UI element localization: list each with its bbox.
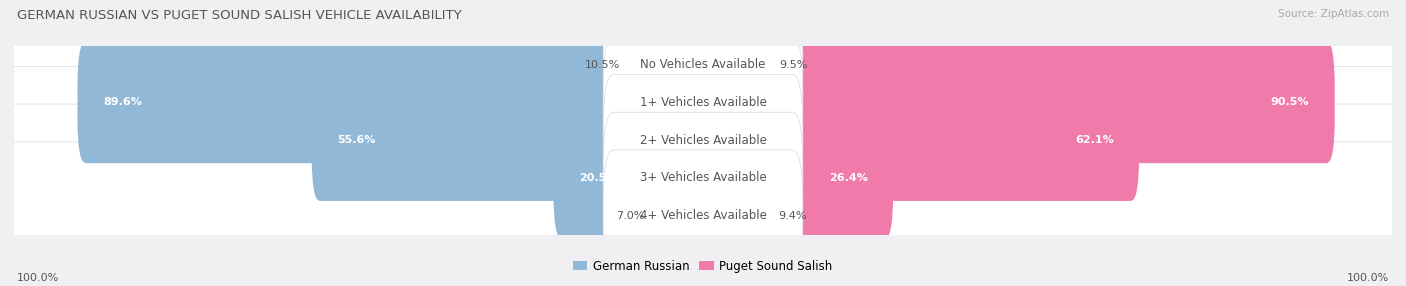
FancyBboxPatch shape — [77, 41, 711, 163]
Text: 89.6%: 89.6% — [103, 98, 142, 107]
Text: 4+ Vehicles Available: 4+ Vehicles Available — [640, 209, 766, 222]
Text: 100.0%: 100.0% — [17, 273, 59, 283]
Text: 2+ Vehicles Available: 2+ Vehicles Available — [640, 134, 766, 147]
Text: 1+ Vehicles Available: 1+ Vehicles Available — [640, 96, 766, 109]
Text: 9.5%: 9.5% — [779, 60, 807, 69]
FancyBboxPatch shape — [603, 0, 803, 130]
Text: 10.5%: 10.5% — [585, 60, 620, 69]
FancyBboxPatch shape — [4, 66, 1402, 214]
Text: 9.4%: 9.4% — [778, 211, 807, 221]
FancyBboxPatch shape — [695, 41, 1334, 163]
Text: 3+ Vehicles Available: 3+ Vehicles Available — [640, 171, 766, 184]
Text: No Vehicles Available: No Vehicles Available — [640, 58, 766, 71]
FancyBboxPatch shape — [603, 150, 803, 281]
Text: 20.5%: 20.5% — [579, 173, 617, 183]
Text: 100.0%: 100.0% — [1347, 273, 1389, 283]
Text: 90.5%: 90.5% — [1271, 98, 1309, 107]
Text: Source: ZipAtlas.com: Source: ZipAtlas.com — [1278, 9, 1389, 19]
FancyBboxPatch shape — [603, 37, 803, 168]
FancyBboxPatch shape — [695, 79, 1139, 201]
FancyBboxPatch shape — [312, 79, 711, 201]
FancyBboxPatch shape — [4, 104, 1402, 252]
Text: 55.6%: 55.6% — [337, 135, 375, 145]
Text: 7.0%: 7.0% — [616, 211, 644, 221]
FancyBboxPatch shape — [695, 117, 893, 239]
FancyBboxPatch shape — [695, 4, 776, 126]
FancyBboxPatch shape — [623, 4, 711, 126]
FancyBboxPatch shape — [554, 117, 711, 239]
Text: 62.1%: 62.1% — [1074, 135, 1114, 145]
FancyBboxPatch shape — [647, 155, 711, 277]
FancyBboxPatch shape — [4, 142, 1402, 286]
Legend: German Russian, Puget Sound Salish: German Russian, Puget Sound Salish — [568, 255, 838, 277]
FancyBboxPatch shape — [603, 112, 803, 244]
Text: GERMAN RUSSIAN VS PUGET SOUND SALISH VEHICLE AVAILABILITY: GERMAN RUSSIAN VS PUGET SOUND SALISH VEH… — [17, 9, 461, 21]
Text: 26.4%: 26.4% — [828, 173, 868, 183]
FancyBboxPatch shape — [4, 29, 1402, 176]
FancyBboxPatch shape — [695, 155, 776, 277]
FancyBboxPatch shape — [4, 0, 1402, 138]
FancyBboxPatch shape — [603, 74, 803, 206]
